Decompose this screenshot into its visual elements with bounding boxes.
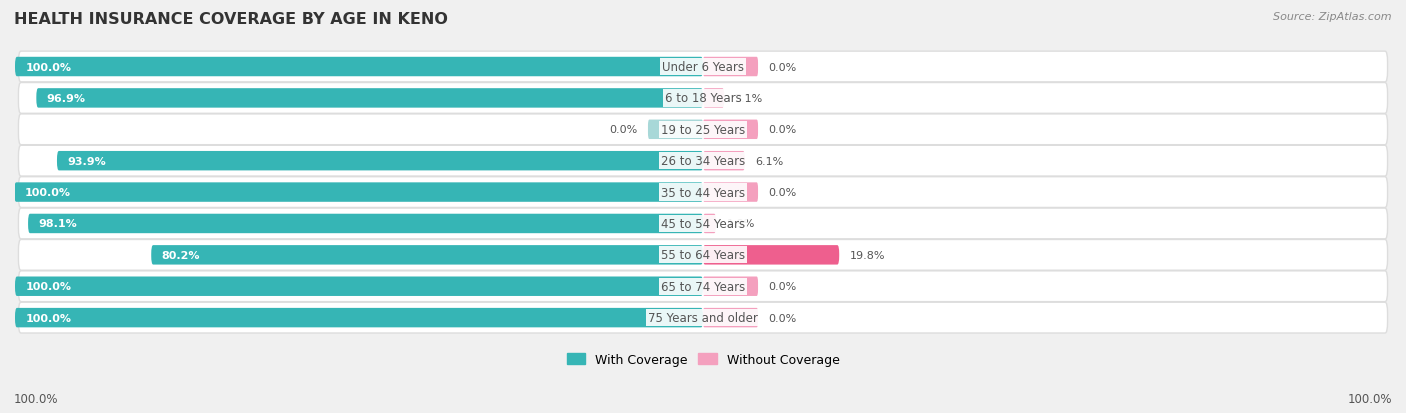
Legend: With Coverage, Without Coverage: With Coverage, Without Coverage bbox=[561, 348, 845, 371]
Text: 0.0%: 0.0% bbox=[768, 188, 797, 197]
Text: 0.0%: 0.0% bbox=[609, 125, 638, 135]
Text: 0.0%: 0.0% bbox=[768, 125, 797, 135]
Text: 93.9%: 93.9% bbox=[67, 156, 105, 166]
Text: 96.9%: 96.9% bbox=[46, 94, 86, 104]
Text: 19.8%: 19.8% bbox=[849, 250, 884, 260]
FancyBboxPatch shape bbox=[703, 277, 758, 296]
FancyBboxPatch shape bbox=[703, 214, 716, 234]
Text: 100.0%: 100.0% bbox=[25, 62, 72, 72]
FancyBboxPatch shape bbox=[18, 240, 1388, 271]
FancyBboxPatch shape bbox=[703, 183, 758, 202]
FancyBboxPatch shape bbox=[18, 209, 1388, 239]
FancyBboxPatch shape bbox=[15, 58, 703, 77]
Text: 3.1%: 3.1% bbox=[735, 94, 763, 104]
FancyBboxPatch shape bbox=[703, 245, 839, 265]
Text: Source: ZipAtlas.com: Source: ZipAtlas.com bbox=[1274, 12, 1392, 22]
FancyBboxPatch shape bbox=[18, 115, 1388, 145]
FancyBboxPatch shape bbox=[58, 152, 703, 171]
FancyBboxPatch shape bbox=[648, 120, 703, 140]
FancyBboxPatch shape bbox=[15, 277, 703, 296]
Text: 75 Years and older: 75 Years and older bbox=[648, 311, 758, 324]
Text: 0.0%: 0.0% bbox=[768, 62, 797, 72]
Text: 0.0%: 0.0% bbox=[768, 282, 797, 292]
Text: 55 to 64 Years: 55 to 64 Years bbox=[661, 249, 745, 262]
Text: 0.0%: 0.0% bbox=[768, 313, 797, 323]
FancyBboxPatch shape bbox=[18, 146, 1388, 177]
FancyBboxPatch shape bbox=[703, 89, 724, 108]
Text: HEALTH INSURANCE COVERAGE BY AGE IN KENO: HEALTH INSURANCE COVERAGE BY AGE IN KENO bbox=[14, 12, 449, 27]
Text: 100.0%: 100.0% bbox=[1347, 392, 1392, 405]
FancyBboxPatch shape bbox=[37, 89, 703, 108]
Text: 80.2%: 80.2% bbox=[162, 250, 200, 260]
FancyBboxPatch shape bbox=[18, 271, 1388, 302]
Text: 6.1%: 6.1% bbox=[755, 156, 783, 166]
Text: Under 6 Years: Under 6 Years bbox=[662, 61, 744, 74]
Text: 100.0%: 100.0% bbox=[25, 313, 72, 323]
Text: 26 to 34 Years: 26 to 34 Years bbox=[661, 155, 745, 168]
FancyBboxPatch shape bbox=[28, 214, 703, 234]
FancyBboxPatch shape bbox=[18, 52, 1388, 83]
Text: 100.0%: 100.0% bbox=[25, 188, 70, 197]
FancyBboxPatch shape bbox=[152, 245, 703, 265]
Text: 35 to 44 Years: 35 to 44 Years bbox=[661, 186, 745, 199]
FancyBboxPatch shape bbox=[18, 177, 1388, 208]
FancyBboxPatch shape bbox=[15, 308, 703, 328]
Text: 1.9%: 1.9% bbox=[727, 219, 755, 229]
Text: 100.0%: 100.0% bbox=[14, 392, 59, 405]
FancyBboxPatch shape bbox=[14, 183, 703, 202]
FancyBboxPatch shape bbox=[703, 152, 745, 171]
FancyBboxPatch shape bbox=[703, 120, 758, 140]
FancyBboxPatch shape bbox=[18, 83, 1388, 114]
FancyBboxPatch shape bbox=[18, 302, 1388, 333]
FancyBboxPatch shape bbox=[703, 308, 758, 328]
Text: 100.0%: 100.0% bbox=[25, 282, 72, 292]
Text: 6 to 18 Years: 6 to 18 Years bbox=[665, 92, 741, 105]
Text: 98.1%: 98.1% bbox=[38, 219, 77, 229]
Text: 19 to 25 Years: 19 to 25 Years bbox=[661, 123, 745, 136]
FancyBboxPatch shape bbox=[703, 58, 758, 77]
Text: 45 to 54 Years: 45 to 54 Years bbox=[661, 217, 745, 230]
Text: 65 to 74 Years: 65 to 74 Years bbox=[661, 280, 745, 293]
